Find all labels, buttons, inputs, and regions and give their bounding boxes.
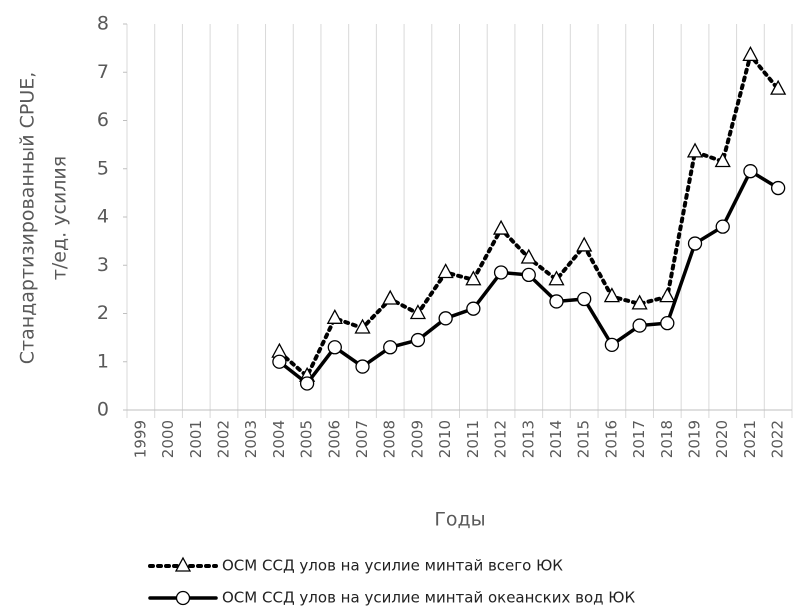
x-tick-label: 2018 [658, 420, 676, 458]
x-tick-label: 2015 [575, 420, 593, 458]
x-tick-label: 2022 [769, 420, 787, 458]
data-point [770, 79, 787, 95]
y-axis-label: Стандартизированный CPUE, [17, 72, 39, 365]
x-tick-label: 2000 [159, 420, 177, 458]
data-point [686, 142, 704, 158]
data-point [355, 359, 370, 374]
x-tick-label: 2007 [353, 420, 371, 458]
y-tick-label: 5 [97, 157, 109, 179]
x-tick-label: 2014 [547, 420, 565, 458]
x-tick-label: 1999 [131, 420, 149, 458]
data-point [714, 152, 731, 168]
series-line [277, 51, 781, 380]
data-point [632, 318, 647, 333]
data-point [742, 45, 759, 62]
data-point [520, 248, 537, 264]
x-tick-label: 2006 [325, 420, 343, 458]
data-point [438, 311, 453, 326]
data-point [409, 304, 427, 320]
data-point [548, 270, 565, 286]
x-tick-label: 2011 [464, 420, 482, 458]
x-tick-label: 2003 [242, 420, 260, 458]
y-tick-label: 2 [97, 302, 109, 324]
x-tick-label: 2021 [741, 420, 759, 458]
data-point [743, 164, 758, 179]
data-point [576, 236, 593, 252]
x-tick-label: 2019 [686, 420, 704, 458]
data-point [299, 376, 315, 391]
y-tick-label: 1 [97, 350, 109, 372]
x-tick-label: 2010 [436, 420, 454, 458]
y-tick-label: 4 [97, 206, 109, 228]
x-tick-label: 2004 [270, 420, 288, 458]
data-point [631, 294, 648, 310]
legend-label: ОСМ ССД улов на усилие минтай океанских … [222, 589, 635, 607]
x-tick-label: 2012 [492, 420, 510, 458]
y-tick-label: 7 [97, 61, 109, 83]
data-point [326, 308, 343, 324]
data-point [521, 267, 536, 283]
x-tick-label: 2013 [519, 420, 537, 458]
y-tick-label: 3 [97, 254, 109, 276]
data-point [272, 354, 287, 369]
y-tick-label: 6 [97, 109, 109, 131]
data-point [770, 180, 786, 196]
legend-label: ОСМ ССД улов на усилие минтай всего ЮК [222, 557, 563, 575]
data-point [715, 219, 730, 234]
x-tick-label: 2017 [630, 420, 648, 458]
data-point [549, 294, 564, 309]
x-tick-label: 2008 [381, 420, 399, 458]
data-point [382, 289, 399, 305]
data-point [603, 287, 620, 303]
data-point [660, 315, 675, 331]
y-tick-label: 8 [97, 13, 109, 35]
x-axis-label: Годы [434, 509, 485, 531]
legend-marker [174, 556, 192, 572]
data-point [492, 219, 510, 235]
data-point [687, 236, 703, 251]
data-point [354, 318, 371, 334]
data-point [410, 332, 426, 348]
data-point [659, 287, 676, 303]
x-tick-label: 2005 [298, 420, 316, 458]
data-point [437, 263, 454, 279]
x-tick-label: 2009 [408, 420, 426, 458]
legend-marker [175, 590, 191, 606]
data-point [604, 337, 620, 353]
data-point [493, 265, 509, 280]
data-point [465, 270, 482, 286]
x-tick-label: 2001 [187, 420, 205, 458]
data-point [466, 301, 481, 316]
y-tick-label: 0 [97, 399, 109, 421]
data-point [577, 291, 592, 307]
data-point [383, 340, 398, 355]
x-tick-label: 2020 [713, 420, 731, 458]
x-tick-label: 2002 [214, 420, 232, 458]
x-tick-label: 2016 [602, 420, 620, 458]
y-axis-label: т/ед. усилия [49, 156, 71, 280]
data-point [327, 340, 342, 355]
